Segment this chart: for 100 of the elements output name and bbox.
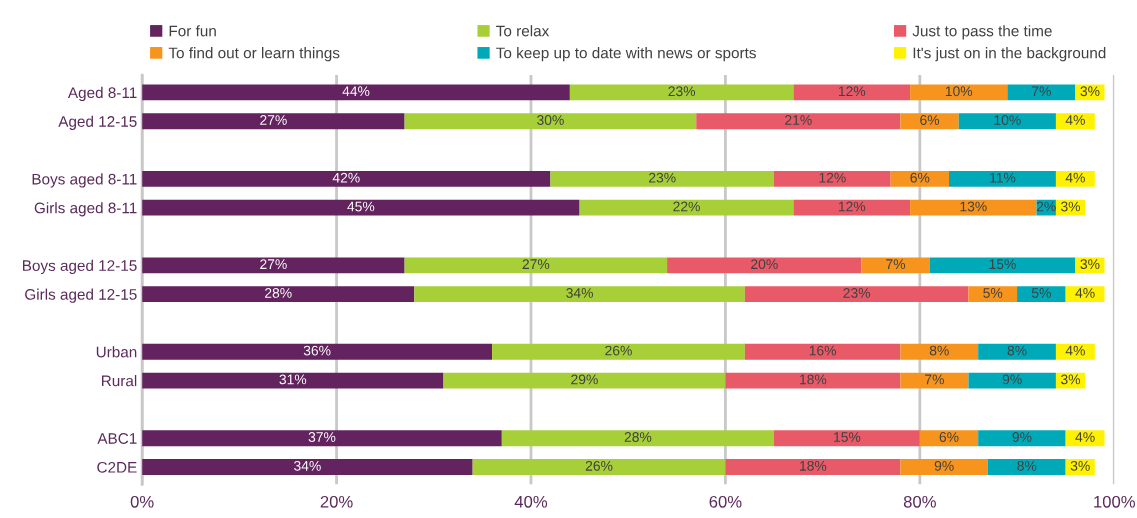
data-label: 3% <box>1080 259 1100 270</box>
data-label: 6% <box>910 172 930 183</box>
bar <box>1055 113 1095 130</box>
bar <box>142 430 502 447</box>
bar <box>968 372 1056 389</box>
data-label: 26% <box>585 460 613 471</box>
data-label: 28% <box>265 288 292 298</box>
bar <box>550 170 775 187</box>
bar <box>142 286 415 303</box>
data-label: 7% <box>886 259 906 269</box>
bar <box>142 372 444 389</box>
bar <box>1055 170 1095 187</box>
bar <box>978 430 1066 447</box>
data-label: 9% <box>934 460 954 471</box>
data-label: 6% <box>920 115 940 125</box>
bar <box>142 113 405 130</box>
data-label: 34% <box>566 288 593 298</box>
bar <box>900 343 979 360</box>
data-label: 26% <box>605 345 632 356</box>
bar <box>404 113 697 130</box>
data-label: 27% <box>522 259 550 269</box>
data-label: 11% <box>990 172 1016 183</box>
data-label: 4% <box>1075 432 1095 442</box>
data-label: 9% <box>1002 374 1022 385</box>
data-label: 15% <box>989 259 1016 270</box>
data-label: 8% <box>929 345 949 356</box>
bar <box>774 170 891 187</box>
legend-label: To relax <box>496 25 550 37</box>
bar <box>1065 286 1105 303</box>
y-tick-label: ABC1 <box>97 433 137 444</box>
legend-label: To find out or learn things <box>168 47 340 62</box>
data-label: 27% <box>260 115 287 125</box>
data-label: 3% <box>1061 374 1081 385</box>
legend-label: It's just on in the background <box>913 47 1106 62</box>
bar <box>142 170 551 187</box>
bar <box>861 257 930 274</box>
data-label: 23% <box>649 172 676 183</box>
data-label: 7% <box>1032 86 1051 97</box>
data-label: 6% <box>939 432 959 442</box>
data-label: 28% <box>624 432 652 442</box>
legend-label: For fun <box>169 25 216 37</box>
y-tick-label: Rural <box>102 375 137 387</box>
data-label: 4% <box>1065 172 1085 183</box>
bar <box>142 257 405 274</box>
data-label: 12% <box>838 201 866 212</box>
data-label: 13% <box>960 201 987 212</box>
bar <box>696 113 901 130</box>
data-label: 10% <box>994 115 1021 125</box>
bar <box>492 343 745 360</box>
bar <box>414 286 745 303</box>
bar <box>443 372 726 389</box>
data-label: 21% <box>785 115 812 125</box>
data-label: 3% <box>1061 201 1081 212</box>
data-label: 37% <box>308 432 336 442</box>
y-tick-label: Girls aged 8-11 <box>34 202 137 217</box>
bar <box>910 84 1008 101</box>
y-tick-label: Boys aged 12-15 <box>23 259 137 275</box>
y-tick-label: Girls aged 12-15 <box>25 288 137 303</box>
data-label: 36% <box>303 345 331 356</box>
data-label: 12% <box>838 86 866 97</box>
bar <box>142 84 570 101</box>
data-label: 10% <box>945 86 973 97</box>
data-label: 31% <box>279 374 307 385</box>
bar <box>900 113 959 130</box>
bar <box>569 84 794 101</box>
bar <box>1007 84 1076 101</box>
bar <box>1065 430 1105 447</box>
bar <box>919 430 979 447</box>
bar <box>978 343 1056 360</box>
x-tick-label: 100% <box>1094 495 1135 508</box>
bar <box>579 199 794 216</box>
bar <box>793 84 911 101</box>
bar <box>1075 84 1105 101</box>
bar <box>890 170 949 187</box>
data-label: 30% <box>537 115 564 125</box>
data-label: 20% <box>751 259 778 270</box>
y-tick-label: Boys aged 8-11 <box>32 173 137 188</box>
bar <box>1017 286 1066 303</box>
data-label: 4% <box>1065 115 1085 125</box>
y-tick-label: Urban <box>96 346 137 358</box>
x-tick-label: 0% <box>130 495 154 508</box>
data-label: 4% <box>1075 288 1095 298</box>
x-tick-label: 60% <box>709 495 742 508</box>
data-label: 42% <box>332 172 360 183</box>
data-label: 2% <box>1036 201 1056 212</box>
y-tick-label: Aged 8-11 <box>67 86 137 102</box>
bar <box>142 459 473 475</box>
bar <box>929 257 1076 274</box>
bar <box>900 459 988 475</box>
bar <box>142 343 493 360</box>
y-tick-label: Aged 12-15 <box>58 115 137 130</box>
bar <box>987 459 1066 475</box>
data-label: 16% <box>809 345 837 356</box>
bar <box>968 286 1018 303</box>
bar <box>472 459 726 475</box>
bar <box>744 286 969 303</box>
data-label: 23% <box>668 86 696 97</box>
bar <box>725 459 901 475</box>
x-tick-label: 40% <box>514 495 548 508</box>
data-label: 34% <box>294 460 321 471</box>
